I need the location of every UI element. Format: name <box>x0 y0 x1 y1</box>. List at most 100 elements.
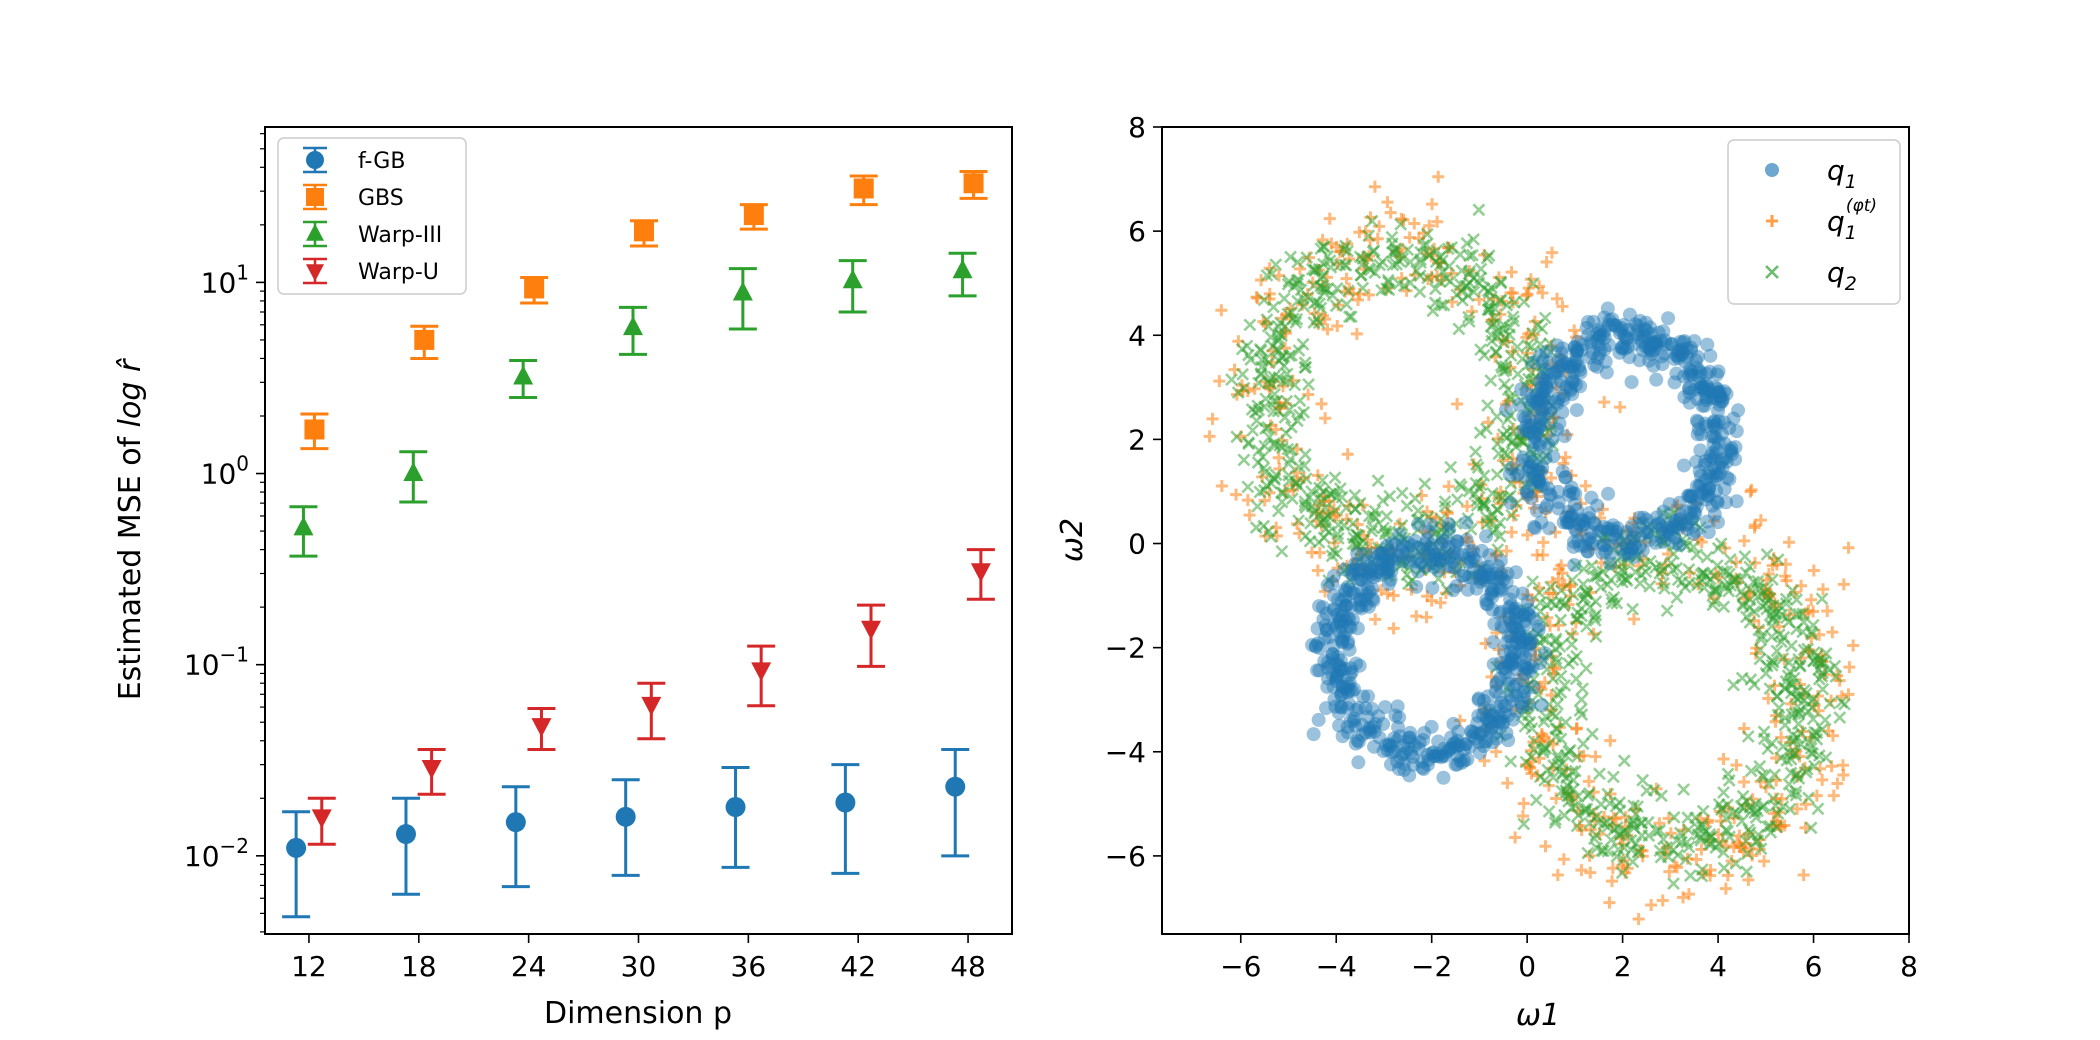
scatter-point <box>1667 530 1682 545</box>
scatter-point <box>1521 628 1535 642</box>
scatter-point <box>1673 517 1688 532</box>
scatter-point <box>1272 327 1286 341</box>
scatter-point <box>1449 579 1464 594</box>
scatter-point <box>1521 410 1536 425</box>
scatter-point <box>1601 486 1616 501</box>
scatter-point <box>1400 544 1415 559</box>
scatter-point <box>1350 546 1365 561</box>
scatter-point <box>1325 651 1340 666</box>
scatter-point <box>1527 277 1540 290</box>
scatter-point <box>1343 661 1358 676</box>
scatter-point <box>1537 391 1552 406</box>
scatter-point <box>1403 745 1418 760</box>
scatter-point <box>1540 437 1555 452</box>
scatter-point <box>1682 488 1697 503</box>
scatter-point <box>1722 420 1737 435</box>
scatter-point <box>1523 418 1538 433</box>
scatter-point <box>1711 364 1726 379</box>
scatter-point <box>1427 749 1442 764</box>
scatter-point <box>1460 752 1475 767</box>
scatter-point <box>1480 689 1495 704</box>
scatter-point <box>1752 579 1766 593</box>
scatter-point <box>1738 549 1752 563</box>
scatter-point <box>1542 804 1556 818</box>
data-point <box>751 662 772 682</box>
scatter-point <box>1480 517 1494 531</box>
scatter-point <box>1682 381 1697 396</box>
scatter-point <box>1685 511 1700 526</box>
scatter-point <box>1551 292 1564 305</box>
scatter-point <box>1488 684 1503 699</box>
scatter-point <box>1714 394 1729 409</box>
scatter-point <box>1774 635 1788 649</box>
scatter-point <box>1697 457 1712 472</box>
scatter-point <box>1375 584 1387 597</box>
scatter-point <box>1333 614 1348 629</box>
scatter-point <box>1425 581 1440 596</box>
scatter-point <box>1620 340 1635 355</box>
scatter-point <box>1752 623 1766 637</box>
scatter-point <box>1729 494 1744 509</box>
scatter-point <box>1606 518 1621 533</box>
scatter-point <box>1729 424 1744 439</box>
scatter-point <box>1455 755 1470 770</box>
scatter-point <box>1413 269 1427 283</box>
scatter-point <box>1320 679 1335 694</box>
scatter-point <box>1453 753 1468 768</box>
scatter-point <box>1595 545 1610 560</box>
scatter-point <box>1510 340 1524 354</box>
scatter-point <box>1356 281 1370 295</box>
scatter-point <box>1706 415 1721 430</box>
scatter-point <box>1272 451 1285 464</box>
scatter-point <box>1779 674 1793 688</box>
scatter-point <box>1496 572 1511 587</box>
scatter-point <box>1708 421 1723 436</box>
legend-label: q2 <box>1827 256 1857 295</box>
scatter-point <box>1703 386 1718 401</box>
scatter-point <box>1579 479 1592 492</box>
scatter-point <box>1586 515 1601 530</box>
scatter-point <box>1348 556 1363 571</box>
scatter-point <box>1741 847 1754 861</box>
scatter-point <box>1328 699 1343 714</box>
scatter-point <box>1529 474 1544 489</box>
scatter-point <box>1721 767 1735 781</box>
scatter-point <box>1471 461 1485 474</box>
scatter-point <box>1700 514 1715 529</box>
scatter-point <box>1267 404 1280 418</box>
scatter-point <box>1261 420 1275 434</box>
scatter-point <box>1485 584 1500 599</box>
scatter-point <box>1589 750 1602 763</box>
scatter-point <box>1581 846 1595 860</box>
scatter-point <box>1497 661 1512 676</box>
scatter-point <box>1706 598 1720 612</box>
scatter-point <box>1511 367 1525 381</box>
scatter-point <box>1707 507 1722 522</box>
scatter-point <box>1782 777 1796 791</box>
scatter-point <box>1718 495 1733 510</box>
scatter-point <box>1759 597 1773 611</box>
scatter-point <box>1264 530 1278 544</box>
scatter-point <box>1392 762 1407 777</box>
scatter-point <box>1435 553 1450 568</box>
scatter-point <box>1469 581 1484 596</box>
scatter-point <box>1434 750 1449 765</box>
scatter-point <box>1648 336 1663 351</box>
scatter-point <box>1465 543 1480 558</box>
scatter-point <box>1368 180 1381 193</box>
scatter-point <box>1442 743 1457 758</box>
scatter-point <box>1667 519 1682 534</box>
x-tick-label: 0 <box>1518 950 1536 983</box>
scatter-point <box>1506 712 1521 727</box>
scatter-point <box>1564 509 1579 524</box>
scatter-point <box>1569 342 1584 357</box>
scatter-point <box>1597 519 1612 534</box>
scatter-point <box>1387 731 1402 746</box>
scatter-point <box>1413 285 1427 299</box>
scatter-point <box>1534 464 1549 479</box>
scatter-point <box>1709 841 1723 855</box>
scatter-point <box>1575 513 1590 528</box>
scatter-point <box>1672 495 1687 510</box>
scatter-point <box>1568 324 1581 337</box>
